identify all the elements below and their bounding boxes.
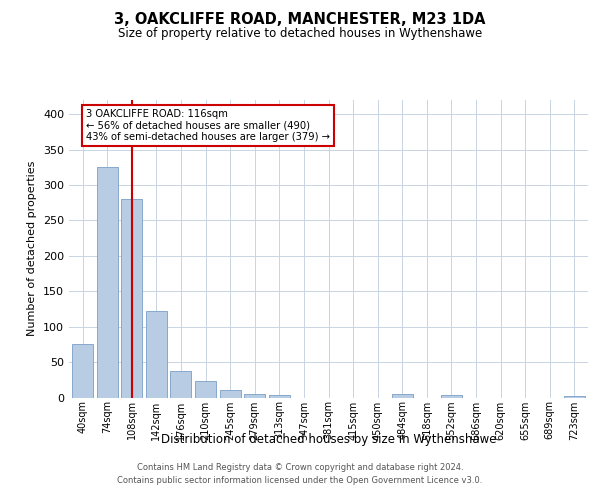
Text: 3 OAKCLIFFE ROAD: 116sqm
← 56% of detached houses are smaller (490)
43% of semi-: 3 OAKCLIFFE ROAD: 116sqm ← 56% of detach… [86, 108, 330, 142]
Y-axis label: Number of detached properties: Number of detached properties [28, 161, 37, 336]
Bar [170, 370, 191, 398]
Text: Size of property relative to detached houses in Wythenshawe: Size of property relative to detached ho… [118, 28, 482, 40]
Text: Contains public sector information licensed under the Open Government Licence v3: Contains public sector information licen… [118, 476, 482, 485]
Text: Contains HM Land Registry data © Crown copyright and database right 2024.: Contains HM Land Registry data © Crown c… [137, 464, 463, 472]
Text: Distribution of detached houses by size in Wythenshawe: Distribution of detached houses by size … [161, 432, 497, 446]
Bar [564, 396, 585, 398]
Bar [195, 381, 216, 398]
Text: 3, OAKCLIFFE ROAD, MANCHESTER, M23 1DA: 3, OAKCLIFFE ROAD, MANCHESTER, M23 1DA [114, 12, 486, 28]
Bar [441, 396, 462, 398]
Bar [146, 311, 167, 398]
Bar [244, 394, 265, 398]
Bar [72, 344, 93, 398]
Bar [97, 168, 118, 398]
Bar [392, 394, 413, 398]
Bar [269, 396, 290, 398]
Bar [121, 199, 142, 398]
Bar [220, 390, 241, 398]
